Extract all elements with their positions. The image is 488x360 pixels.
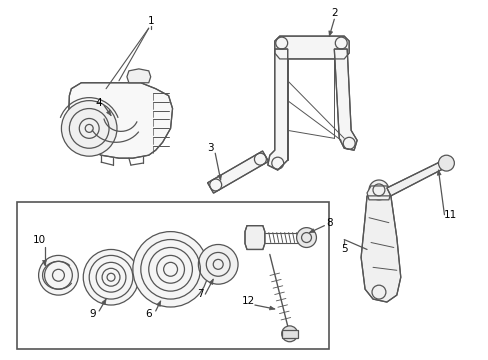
Text: 11: 11 — [443, 210, 456, 220]
Text: 3: 3 — [206, 143, 213, 153]
Bar — [17, 202, 328, 349]
Circle shape — [198, 244, 238, 284]
Circle shape — [281, 326, 297, 342]
Polygon shape — [68, 83, 172, 158]
Polygon shape — [334, 49, 356, 150]
Polygon shape — [106, 110, 111, 116]
Circle shape — [368, 180, 388, 200]
Text: 10: 10 — [33, 234, 46, 244]
Circle shape — [83, 249, 139, 305]
Text: 6: 6 — [145, 309, 152, 319]
Text: 5: 5 — [340, 244, 347, 255]
Polygon shape — [436, 170, 440, 175]
Polygon shape — [360, 196, 400, 302]
Polygon shape — [269, 306, 274, 310]
Polygon shape — [281, 330, 297, 338]
Polygon shape — [309, 229, 314, 233]
Text: 8: 8 — [325, 218, 332, 228]
Polygon shape — [102, 299, 106, 304]
Text: 1: 1 — [147, 16, 154, 26]
Text: 12: 12 — [241, 296, 254, 306]
Polygon shape — [127, 69, 150, 83]
Polygon shape — [217, 175, 221, 180]
Text: 2: 2 — [330, 8, 337, 18]
Polygon shape — [267, 49, 287, 170]
Text: 7: 7 — [197, 289, 203, 299]
Circle shape — [133, 231, 208, 307]
Polygon shape — [156, 301, 161, 306]
Polygon shape — [42, 260, 46, 265]
Polygon shape — [207, 151, 268, 193]
Text: 9: 9 — [90, 309, 96, 319]
Polygon shape — [386, 160, 447, 196]
Circle shape — [39, 255, 78, 295]
Circle shape — [296, 228, 316, 247]
Polygon shape — [366, 186, 390, 200]
Text: 4: 4 — [96, 98, 102, 108]
Circle shape — [438, 155, 453, 171]
Polygon shape — [274, 36, 348, 59]
Polygon shape — [328, 31, 332, 36]
Polygon shape — [209, 279, 213, 284]
Polygon shape — [244, 226, 264, 249]
Circle shape — [61, 100, 117, 156]
